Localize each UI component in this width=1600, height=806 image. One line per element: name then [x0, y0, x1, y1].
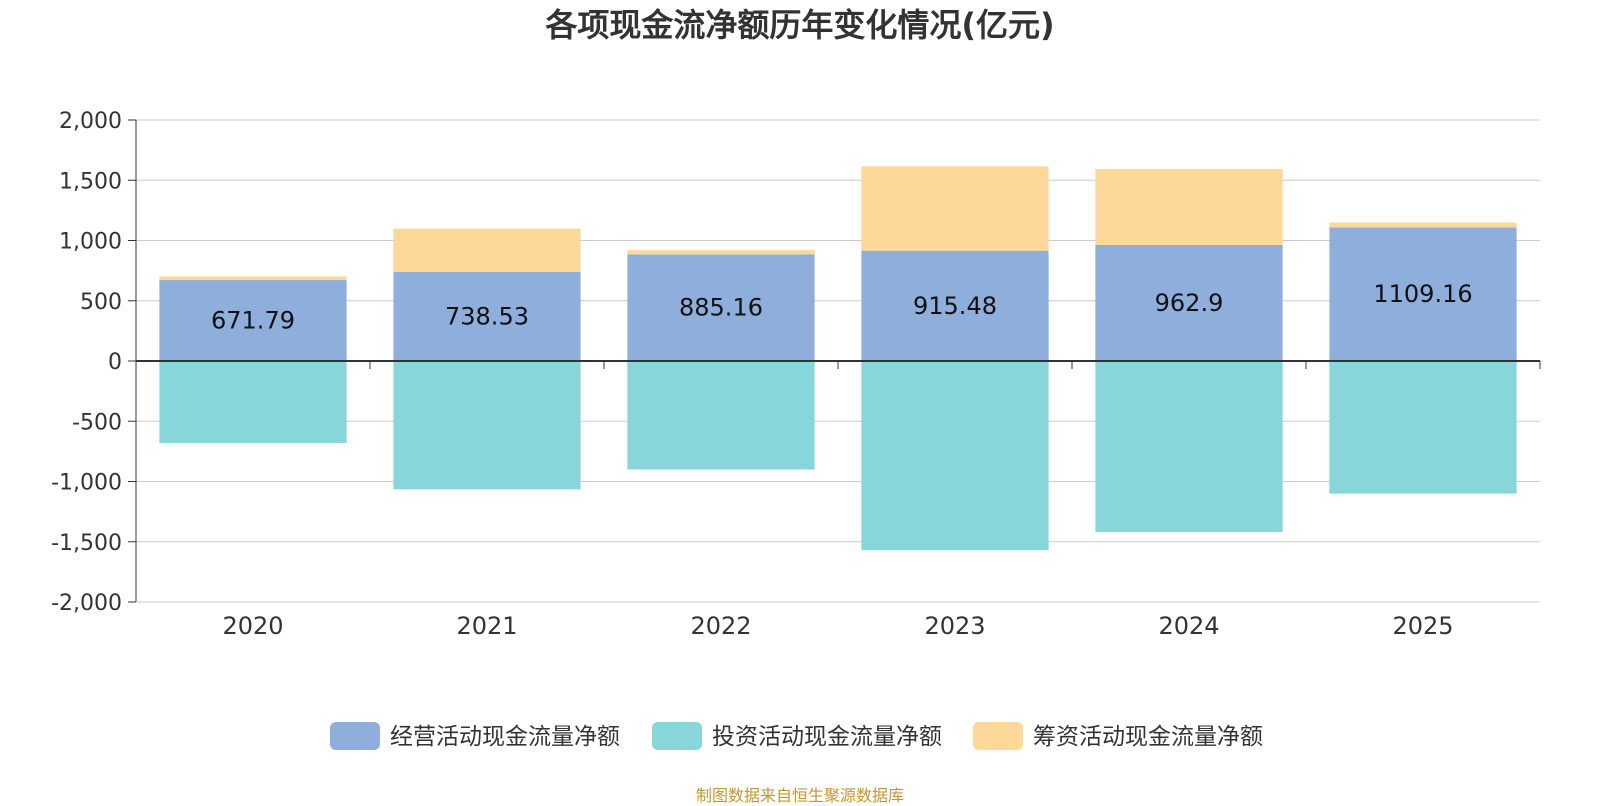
legend-item[interactable]: 投资活动现金流量净额	[652, 722, 942, 750]
x-tick-label: 2022	[690, 612, 751, 640]
x-tick-label: 2021	[456, 612, 517, 640]
bar-series-0-2023	[861, 250, 1049, 361]
bar-series-0-2021	[393, 272, 581, 361]
x-tick-label: 2025	[1392, 612, 1453, 640]
axes: 2,000 1,500 1,000 500 0 -500 -1,000 -1,500 -2,00…	[51, 109, 1541, 640]
bar-value-label: 671.79	[211, 307, 295, 335]
y-tick-label: 500	[80, 290, 122, 315]
bar-series-2-2022	[627, 250, 815, 255]
legend-item[interactable]: 经营活动现金流量净额	[330, 722, 620, 750]
bar-series-0-2020	[159, 280, 347, 361]
legend: 经营活动现金流量净额 投资活动现金流量净额 筹资活动现金流量净额	[330, 722, 1263, 750]
data-labels: 671.79 738.53 885.16 915.48 962.9 1109.16	[211, 280, 1473, 334]
y-tick-label: -2,000	[51, 591, 122, 616]
bar-series-2-2020	[159, 276, 347, 281]
bar-series-2-2021	[393, 228, 581, 273]
legend-swatch	[652, 722, 702, 750]
y-tick-label: -1,000	[51, 471, 122, 496]
grid-lines	[136, 119, 1540, 603]
bar-value-label: 885.16	[679, 294, 763, 322]
bar-series-0-2025	[1329, 227, 1517, 361]
legend-item[interactable]: 筹资活动现金流量净额	[973, 722, 1263, 750]
legend-label: 投资活动现金流量净额	[712, 724, 942, 750]
bar-series-1-2022	[627, 361, 815, 470]
x-tick-label: 2023	[924, 612, 985, 640]
bar-series-1-2024	[1095, 361, 1283, 533]
source-note: 制图数据来自恒生聚源数据库	[695, 786, 904, 805]
y-tick-label: 2,000	[59, 109, 122, 134]
bar-series-2-2024	[1095, 169, 1283, 245]
bar-series-2-2023	[861, 166, 1049, 251]
x-tick-label: 2024	[1158, 612, 1219, 640]
legend-label: 经营活动现金流量净额	[390, 724, 620, 750]
legend-swatch	[973, 722, 1023, 750]
bar-series-1-2025	[1329, 361, 1517, 494]
bar-value-label: 1109.16	[1373, 280, 1472, 308]
chart-title: 各项现金流净额历年变化情况(亿元)	[545, 6, 1054, 44]
bar-series-0-2024	[1095, 244, 1283, 361]
bar-value-label: 962.9	[1155, 289, 1224, 317]
y-tick-label: 1,000	[59, 230, 122, 255]
bar-series-2-2025	[1329, 222, 1517, 228]
bar-series-0-2022	[627, 254, 815, 361]
bar-series-1-2023	[861, 361, 1049, 551]
bar-series-1-2020	[159, 361, 347, 443]
y-tick-label: -1,500	[51, 531, 122, 556]
bar-value-label: 915.48	[913, 292, 997, 320]
y-tick-label: -500	[72, 410, 122, 435]
bar-value-label: 738.53	[445, 303, 529, 331]
legend-swatch	[330, 722, 380, 750]
bars	[159, 166, 1517, 551]
x-tick-label: 2020	[222, 612, 283, 640]
legend-label: 筹资活动现金流量净额	[1033, 724, 1263, 750]
y-tick-label: 0	[108, 350, 122, 375]
y-tick-label: 1,500	[59, 169, 122, 194]
bar-series-1-2021	[393, 361, 581, 490]
